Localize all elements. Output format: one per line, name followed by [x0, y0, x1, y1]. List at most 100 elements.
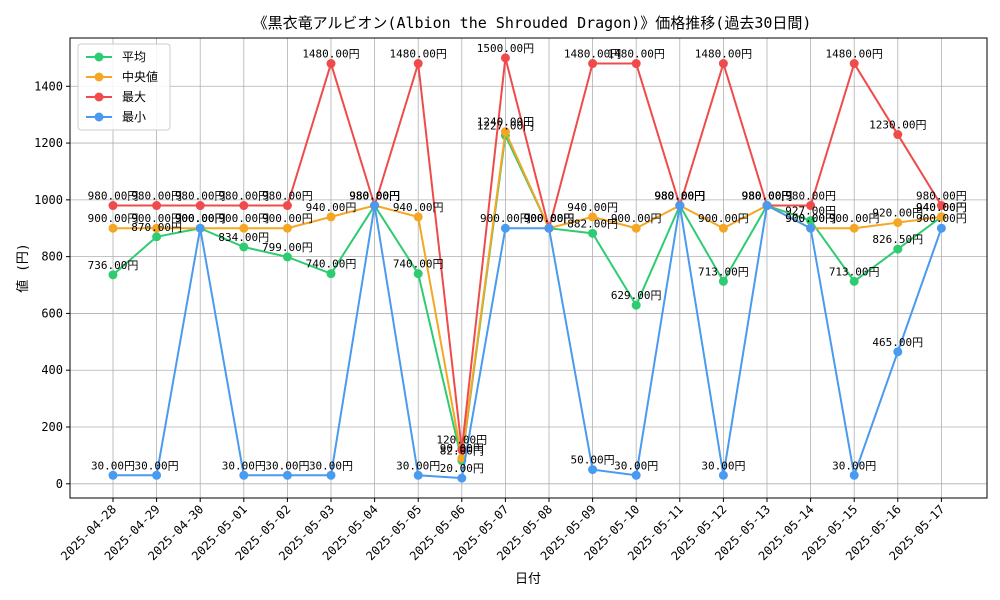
data-label: 30.00円 [396, 459, 440, 472]
data-label: 30.00円 [701, 459, 745, 472]
legend-item: 最大 [86, 90, 146, 104]
data-point [893, 218, 903, 228]
data-point [631, 223, 641, 233]
data-label: 900.00円 [785, 212, 836, 225]
data-point [108, 470, 118, 480]
data-label: 980.00円 [742, 190, 793, 203]
data-label: 120.00円 [436, 434, 487, 447]
y-tick-label: 600 [41, 306, 63, 320]
data-label: 927.00円 [785, 205, 836, 218]
data-label: 740.00円 [393, 258, 444, 271]
data-point [849, 470, 859, 480]
y-tick-label: 1200 [34, 136, 63, 150]
data-label: 900.00円 [611, 212, 662, 225]
data-point [282, 252, 292, 262]
data-point [544, 223, 554, 233]
data-label: 1480.00円 [608, 48, 665, 61]
data-point [326, 212, 336, 222]
plot-frame [69, 37, 988, 499]
data-point [282, 470, 292, 480]
data-point [500, 53, 510, 63]
data-label: 713.00円 [698, 265, 749, 278]
data-label: 980.00円 [131, 190, 182, 203]
data-point [413, 470, 423, 480]
data-point [588, 228, 598, 238]
data-point [457, 445, 467, 455]
data-label: 900.00円 [131, 212, 182, 225]
data-label: 980.00円 [742, 190, 793, 203]
y-tick-label: 400 [41, 363, 63, 377]
data-label: 82.00円 [440, 445, 484, 458]
data-label: 900.00円 [175, 212, 226, 225]
data-point [936, 201, 946, 211]
data-label: 736.00円 [88, 259, 139, 272]
data-point [108, 201, 118, 211]
data-label: 30.00円 [91, 459, 135, 472]
data-label: 1227.00円 [477, 119, 534, 132]
data-point [500, 223, 510, 233]
data-point [893, 244, 903, 254]
data-label: 940.00円 [393, 201, 444, 214]
data-label: 1480.00円 [390, 48, 447, 61]
data-label: 900.00円 [218, 212, 269, 225]
data-label: 900.00円 [698, 212, 749, 225]
y-tick-label: 200 [41, 420, 63, 434]
data-label: 30.00円 [265, 459, 309, 472]
chart-title: 《黒衣竜アルビオン(Albion the Shrouded Dragon)》価格… [253, 14, 812, 32]
data-point [326, 269, 336, 279]
data-label: 940.00円 [567, 201, 618, 214]
data-label: 799.00円 [262, 241, 313, 254]
data-label: 980.00円 [349, 190, 400, 203]
data-label: 900.00円 [785, 212, 836, 225]
legend-item: 平均 [86, 50, 146, 64]
data-point [675, 201, 685, 211]
data-label: 940.00円 [916, 201, 967, 214]
data-point [152, 223, 162, 233]
data-label: 900.00円 [829, 212, 880, 225]
data-label: 920.00円 [872, 207, 923, 220]
data-labels: 736.00円870.00円900.00円834.00円799.00円740.0… [88, 42, 967, 475]
data-label: 1240.00円 [477, 116, 534, 129]
data-point [413, 269, 423, 279]
data-label: 900.00円 [175, 212, 226, 225]
data-label: 980.00円 [785, 190, 836, 203]
data-point [762, 201, 772, 211]
data-label: 30.00円 [222, 459, 266, 472]
data-point [588, 59, 598, 69]
data-point [588, 465, 598, 475]
data-label: 1480.00円 [826, 48, 883, 61]
data-point [936, 223, 946, 233]
data-point [849, 276, 859, 286]
data-point [108, 223, 118, 233]
data-label: 980.00円 [654, 190, 705, 203]
data-label: 980.00円 [262, 190, 313, 203]
data-label: 1230.00円 [869, 119, 926, 132]
y-tick-label: 1000 [34, 193, 63, 207]
data-point [893, 347, 903, 357]
data-label: 826.50円 [872, 233, 923, 246]
data-label: 900.00円 [175, 212, 226, 225]
data-label: 980.00円 [654, 190, 705, 203]
data-point [413, 59, 423, 69]
data-label: 980.00円 [742, 190, 793, 203]
series-lines [108, 53, 946, 483]
data-point [718, 59, 728, 69]
y-tick-label: 0 [56, 477, 63, 491]
data-label: 900.00円 [262, 212, 313, 225]
data-label: 1480.00円 [695, 48, 752, 61]
data-label: 900.00円 [88, 212, 139, 225]
data-label: 900.00円 [524, 212, 575, 225]
data-point [718, 276, 728, 286]
data-point [806, 201, 816, 211]
data-label: 980.00円 [175, 190, 226, 203]
data-label: 900.00円 [524, 212, 575, 225]
data-point [631, 470, 641, 480]
data-label: 20.00円 [440, 462, 484, 475]
legend-marker [94, 52, 104, 62]
data-label: 740.00円 [306, 258, 357, 271]
legend-marker [94, 72, 104, 82]
data-label: 940.00円 [306, 201, 357, 214]
data-label: 980.00円 [916, 190, 967, 203]
data-label: 30.00円 [614, 459, 658, 472]
